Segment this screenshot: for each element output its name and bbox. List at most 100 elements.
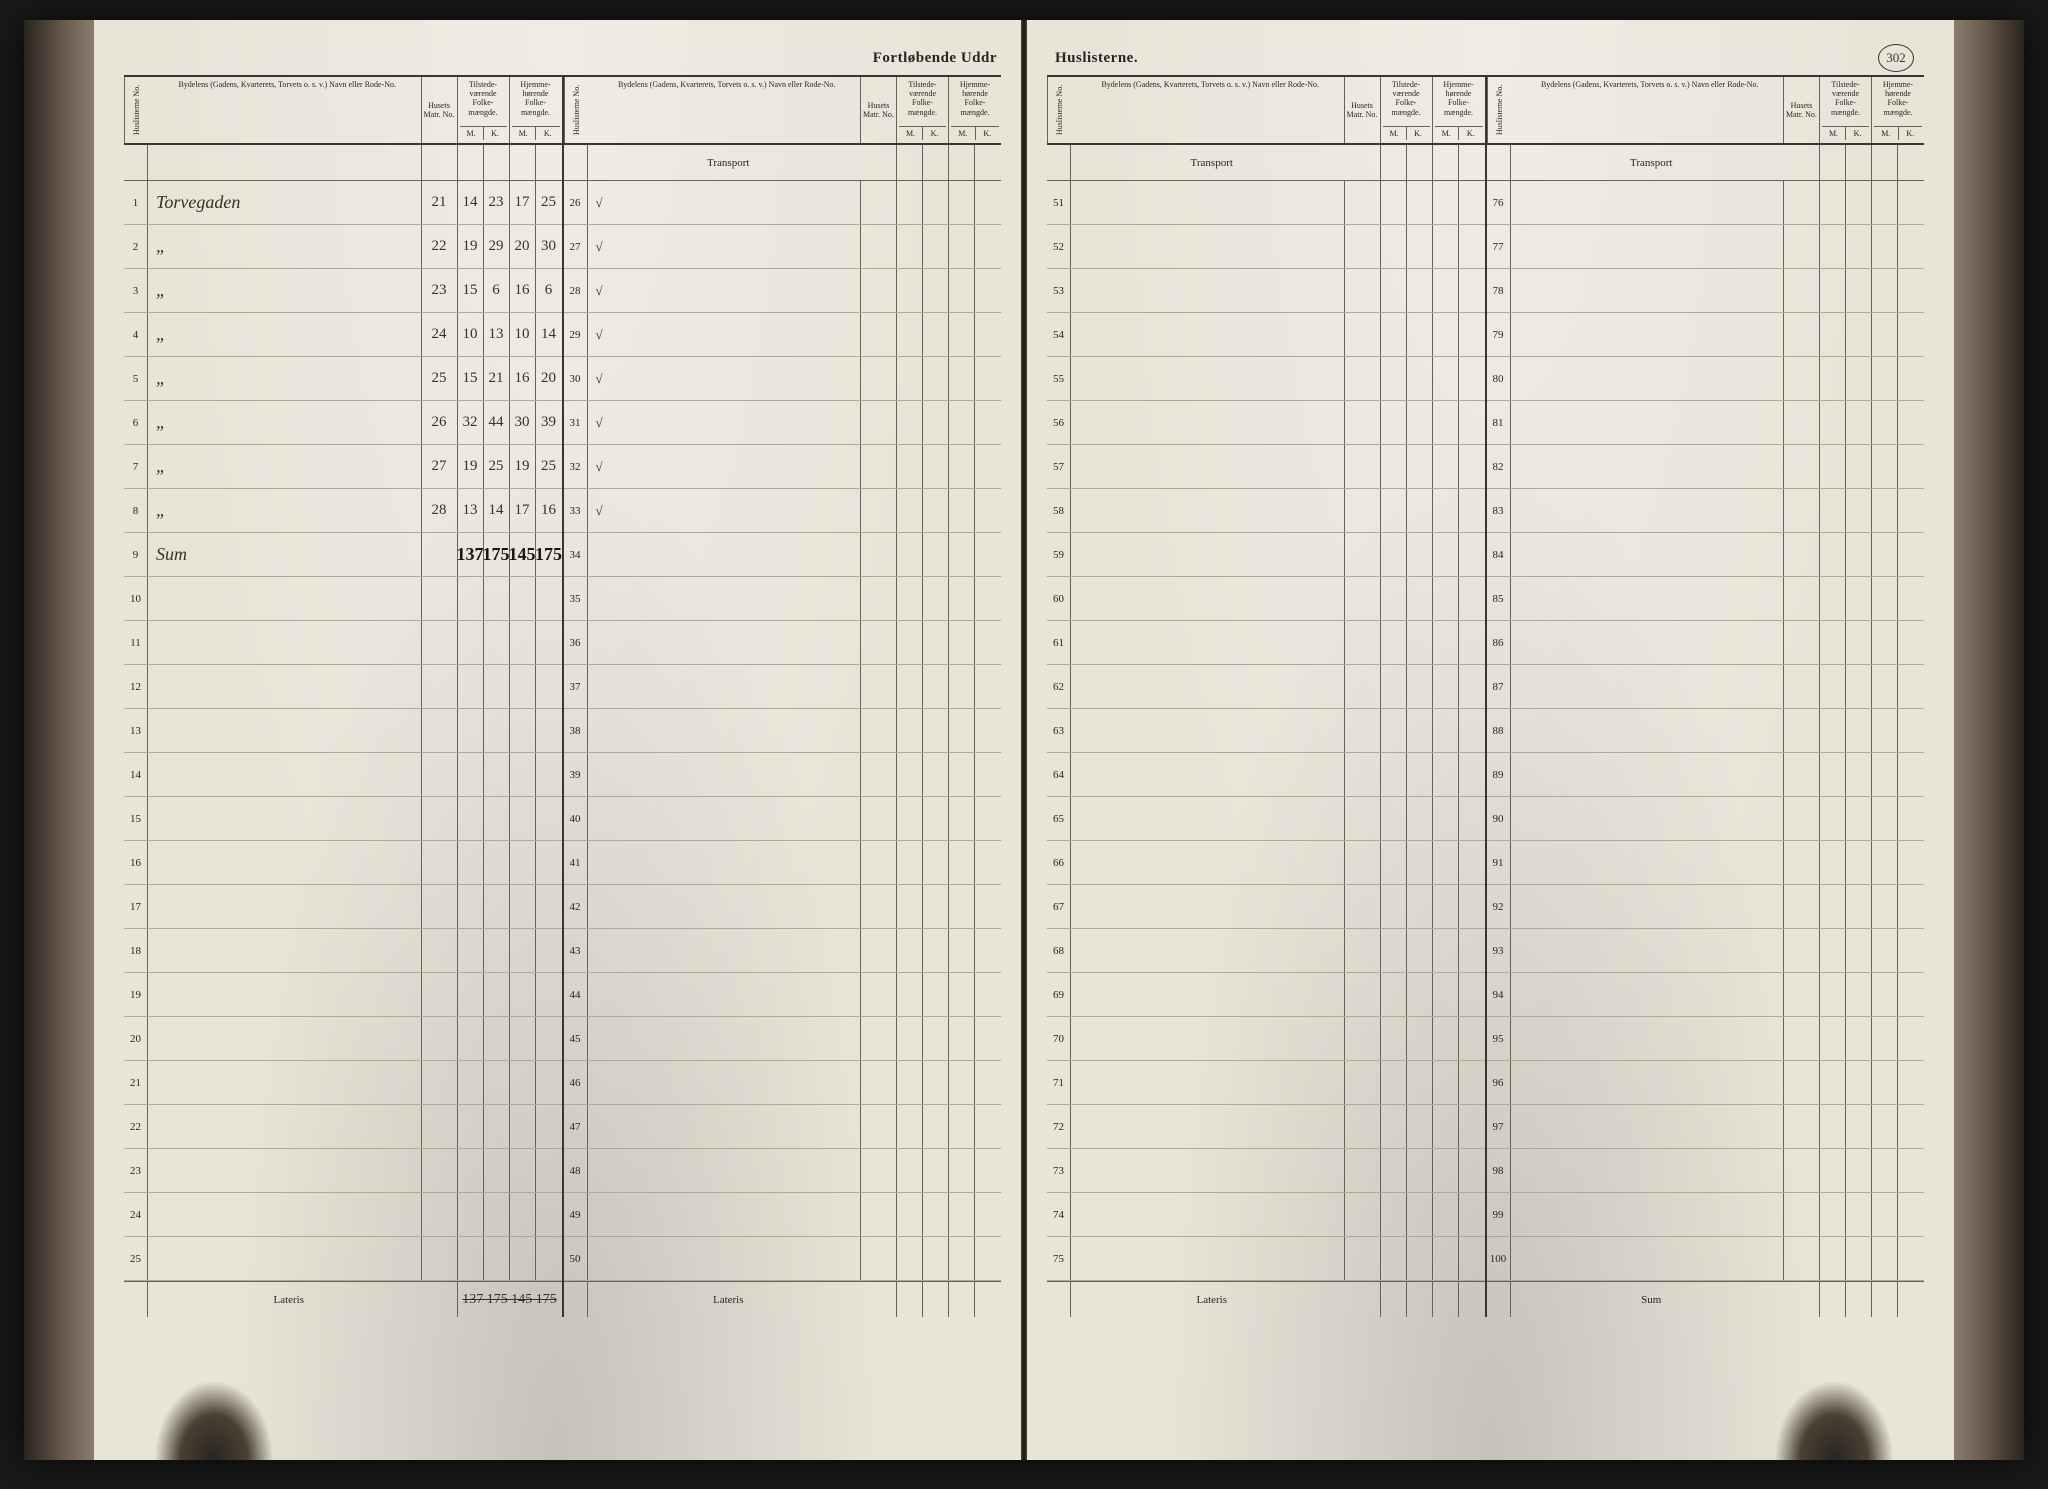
transport-row-3: Transport xyxy=(1047,145,1485,181)
table-row: 37 xyxy=(564,665,1002,709)
row-hk xyxy=(536,1017,562,1060)
row-matr xyxy=(422,1149,458,1192)
table-row: 29√ xyxy=(564,313,1002,357)
row-hk xyxy=(536,929,562,972)
row-hm xyxy=(510,621,536,664)
row-hm: 30 xyxy=(510,401,536,444)
row-no3: 69 xyxy=(1047,973,1071,1016)
row-bydelens xyxy=(148,841,422,884)
row-no2: 45 xyxy=(564,1017,588,1060)
row-check: √ xyxy=(588,313,862,356)
row-no3: 65 xyxy=(1047,797,1071,840)
row-matr: 24 xyxy=(422,313,458,356)
row-hk xyxy=(536,753,562,796)
table-row: 95 xyxy=(1487,1017,1925,1061)
row-check xyxy=(588,533,862,576)
header-matr-2: Husets Matr. No. xyxy=(861,77,897,143)
row-no4: 84 xyxy=(1487,533,1511,576)
row-no4: 82 xyxy=(1487,445,1511,488)
table-row: 65 xyxy=(1047,797,1485,841)
ledger-right: Huslisterne No. Bydelens (Gadens, Kvarte… xyxy=(1047,75,1924,1317)
row-tm xyxy=(458,797,484,840)
table-row: 78 xyxy=(1487,269,1925,313)
row-bydelens xyxy=(148,577,422,620)
header-bydelens: Bydelens (Gadens, Kvarterets, Torvets o.… xyxy=(148,77,422,143)
table-row: 94 xyxy=(1487,973,1925,1017)
row-bydelens: „ xyxy=(148,445,422,488)
row-no2: 31 xyxy=(564,401,588,444)
page-number: 302 xyxy=(1878,44,1914,72)
table-row: 53 xyxy=(1047,269,1485,313)
row-no2: 48 xyxy=(564,1149,588,1192)
header-tilstede-2: Tilstede-værende Folke-mængde. M.K. xyxy=(897,77,949,143)
row-matr xyxy=(422,533,458,576)
row-tm xyxy=(458,973,484,1016)
row-no2: 49 xyxy=(564,1193,588,1236)
transport-row-4: Transport xyxy=(1487,145,1925,181)
row-no4: 100 xyxy=(1487,1237,1511,1280)
table-row: 63 xyxy=(1047,709,1485,753)
table-row: 43 xyxy=(564,929,1002,973)
table-row: 4„2410131014 xyxy=(124,313,562,357)
row-matr xyxy=(422,797,458,840)
row-bydelens: „ xyxy=(148,401,422,444)
row-no3: 73 xyxy=(1047,1149,1071,1192)
transport-row-1 xyxy=(124,145,562,181)
row-no: 6 xyxy=(124,401,148,444)
table-row: 54 xyxy=(1047,313,1485,357)
row-no3: 58 xyxy=(1047,489,1071,532)
transport-label-4: Transport xyxy=(1511,145,1785,180)
row-hk xyxy=(536,665,562,708)
row-check xyxy=(588,1061,862,1104)
table-row: 91 xyxy=(1487,841,1925,885)
row-hk xyxy=(536,621,562,664)
row-no2: 47 xyxy=(564,1105,588,1148)
row-tk: 14 xyxy=(484,489,510,532)
row-no: 19 xyxy=(124,973,148,1016)
transport-label-3: Transport xyxy=(1071,145,1345,180)
table-row: 60 xyxy=(1047,577,1485,621)
left-page: Fortløbende Uddr Huslisterne No. Bydelen… xyxy=(94,20,1021,1460)
row-no: 14 xyxy=(124,753,148,796)
row-no: 12 xyxy=(124,665,148,708)
row-tk xyxy=(484,621,510,664)
header-no-2: Huslisterne No. xyxy=(564,77,588,143)
row-no: 11 xyxy=(124,621,148,664)
row-tk xyxy=(484,929,510,972)
row-tk xyxy=(484,709,510,752)
table-row: 42 xyxy=(564,885,1002,929)
table-row: 31√ xyxy=(564,401,1002,445)
row-hm: 10 xyxy=(510,313,536,356)
section-3-headers: Huslisterne No. Bydelens (Gadens, Kvarte… xyxy=(1047,77,1485,145)
row-matr: 27 xyxy=(422,445,458,488)
row-hm xyxy=(510,665,536,708)
table-row: 66 xyxy=(1047,841,1485,885)
row-check: √ xyxy=(588,357,862,400)
row-hk: 14 xyxy=(536,313,562,356)
row-tm: 19 xyxy=(458,445,484,488)
row-no4: 77 xyxy=(1487,225,1511,268)
row-tm xyxy=(458,709,484,752)
row-no: 2 xyxy=(124,225,148,268)
row-bydelens xyxy=(148,709,422,752)
table-row: 27√ xyxy=(564,225,1002,269)
row-no: 16 xyxy=(124,841,148,884)
row-no: 4 xyxy=(124,313,148,356)
table-row: 39 xyxy=(564,753,1002,797)
row-no2: 33 xyxy=(564,489,588,532)
row-tm: 19 xyxy=(458,225,484,268)
row-tk xyxy=(484,1017,510,1060)
row-hm: 19 xyxy=(510,445,536,488)
row-bydelens: „ xyxy=(148,225,422,268)
row-tm xyxy=(458,753,484,796)
row-hk: 175 xyxy=(536,533,562,576)
row-bydelens xyxy=(148,797,422,840)
transport-row-2: Transport xyxy=(564,145,1002,181)
row-matr xyxy=(422,1237,458,1280)
row-no4: 98 xyxy=(1487,1149,1511,1192)
row-no: 1 xyxy=(124,181,148,224)
row-no2: 32 xyxy=(564,445,588,488)
table-row: 12 xyxy=(124,665,562,709)
table-row: 51 xyxy=(1047,181,1485,225)
header-tilstede: Tilstede-værende Folke-mængde. M.K. xyxy=(458,77,510,143)
